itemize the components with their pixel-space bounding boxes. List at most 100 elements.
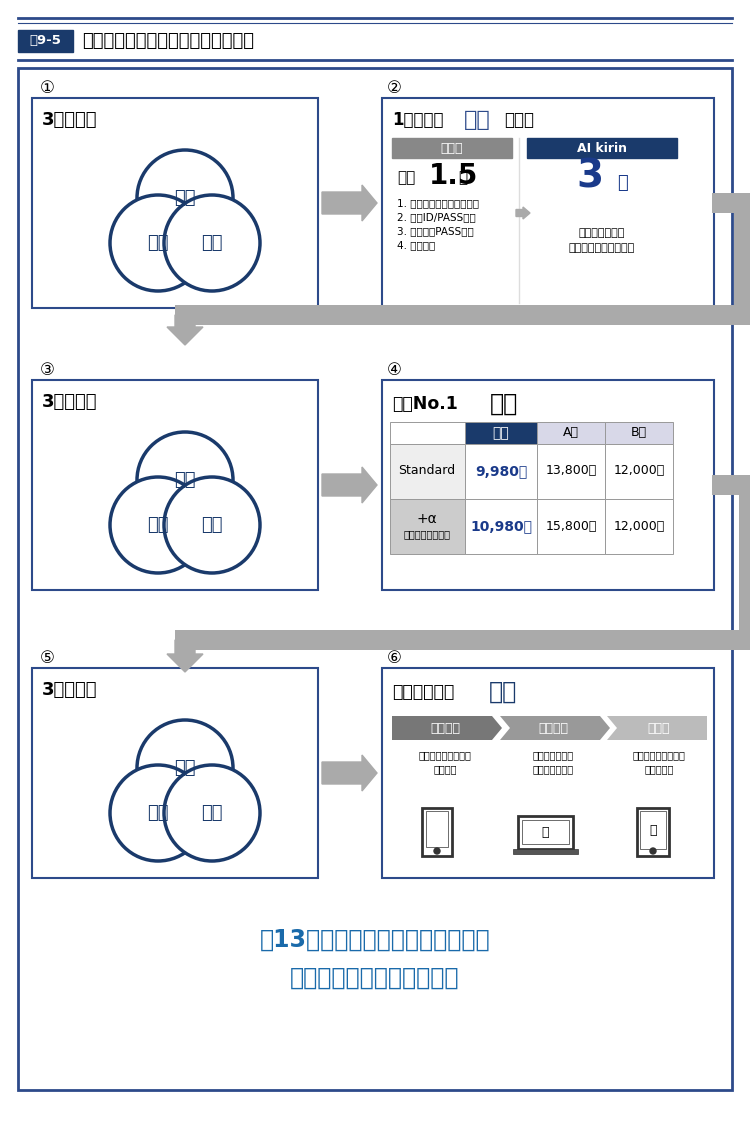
Bar [465,422,537,444]
Text: 業界No.1: 業界No.1 [392,395,458,413]
Bar [537,422,605,444]
Bar [390,422,465,444]
Text: 安心: 安心 [201,234,223,252]
Bar [382,98,714,308]
Text: 3つの特長: 3つの特長 [42,393,98,411]
Text: ④: ④ [387,360,402,378]
Bar [605,499,673,554]
Text: 簡単: 簡単 [174,189,196,207]
Text: 15,800円: 15,800円 [545,520,597,532]
Text: +α: +α [417,512,437,526]
Bar [605,444,673,499]
Bar [390,499,465,554]
Text: 13つのポイント」を連打して、: 13つのポイント」を連打して、 [260,928,490,952]
FancyArrow shape [516,207,530,219]
Text: 簡単: 簡単 [464,110,490,130]
Text: 従来品: 従来品 [441,141,464,155]
Bar [175,630,750,650]
Text: Standard: Standard [398,465,455,477]
Bar [422,809,452,856]
Text: ①: ① [40,79,55,97]
Text: 12,000円: 12,000円 [614,465,664,477]
Text: 🔒: 🔒 [542,825,549,839]
Text: 管理者権限にて
端末ロック申請: 管理者権限にて 端末ロック申請 [532,750,574,774]
Text: 1. ソフトウェアの立ち上げ: 1. ソフトウェアの立ち上げ [397,198,479,208]
Text: 図9-5: 図9-5 [29,35,61,47]
Bar [18,30,73,52]
Text: 安心: 安心 [201,515,223,535]
Text: 安心: 安心 [201,804,223,822]
Bar [32,380,318,590]
Text: 1タップで: 1タップで [392,111,443,129]
Text: 聴き手の記憶に刺み込む！: 聴き手の記憶に刺み込む！ [290,966,460,990]
Text: 4. スタート: 4. スタート [397,240,435,250]
Bar [605,422,673,444]
FancyArrow shape [322,755,377,791]
Text: 遠隔ロックで: 遠隔ロックで [392,683,454,701]
Text: 13,800円: 13,800円 [545,465,597,477]
Text: ロック: ロック [648,721,670,734]
Bar [382,668,714,878]
Bar [712,475,742,495]
Bar [392,138,512,158]
Text: 簡単: 簡単 [174,471,196,489]
Circle shape [164,477,260,573]
Text: 安価: 安価 [147,804,169,822]
Polygon shape [607,716,707,740]
Text: 2. 専用ID/PASS入力: 2. 専用ID/PASS入力 [397,212,476,222]
Bar [426,811,448,847]
Bar [175,305,750,325]
Text: 3. クラウドPASS入力: 3. クラウドPASS入力 [397,226,474,236]
Bar [518,816,573,849]
Text: 安価: 安価 [490,392,518,416]
Text: 遠隔操作: 遠隔操作 [538,721,568,734]
Circle shape [110,195,206,291]
Bar [734,193,750,325]
Circle shape [650,848,656,853]
Circle shape [164,765,260,861]
Text: （顔認証）のみで起動: （顔認証）のみで起動 [568,243,635,253]
Text: 当社: 当社 [493,426,509,440]
FancyArrow shape [167,314,203,345]
Text: B社: B社 [631,427,647,439]
Text: 安価: 安価 [147,515,169,535]
Text: 端末紛失: 端末紛失 [430,721,460,734]
Bar [739,475,750,650]
Circle shape [434,848,440,853]
Text: 10,980円: 10,980円 [470,519,532,533]
Polygon shape [392,716,502,740]
Text: アプリをタップ: アプリをタップ [579,228,626,238]
Bar [637,809,669,856]
Circle shape [137,150,233,246]
Bar [640,811,666,849]
Bar [465,499,537,554]
Text: 安価: 安価 [147,234,169,252]
Text: ⑤: ⑤ [40,649,55,667]
Circle shape [110,765,206,861]
Text: 9,980円: 9,980円 [475,464,527,478]
Text: 3つの特長: 3つの特長 [42,681,98,699]
Text: 分: 分 [458,171,467,185]
Circle shape [110,477,206,573]
Bar [382,380,714,590]
Text: 12,000円: 12,000円 [614,520,664,532]
Text: 安心: 安心 [489,681,518,704]
Text: 秒: 秒 [616,174,627,192]
Text: 🔒: 🔒 [650,823,657,837]
Bar [32,668,318,878]
Text: A社: A社 [563,427,579,439]
Text: に起動: に起動 [504,111,534,129]
Text: 3つの特長: 3つの特長 [42,111,98,129]
Bar [712,193,737,213]
Text: 1.5: 1.5 [429,162,478,190]
Circle shape [164,195,260,291]
Text: ③: ③ [40,360,55,378]
Text: 詳細に説明する場合のスライド展開: 詳細に説明する場合のスライド展開 [82,31,254,51]
Bar [537,444,605,499]
Bar [513,849,578,853]
Text: AI kirin: AI kirin [577,141,627,155]
Text: 3: 3 [577,157,604,195]
FancyArrow shape [167,640,203,672]
Text: ②: ② [387,79,402,97]
Text: ⑥: ⑥ [387,649,402,667]
